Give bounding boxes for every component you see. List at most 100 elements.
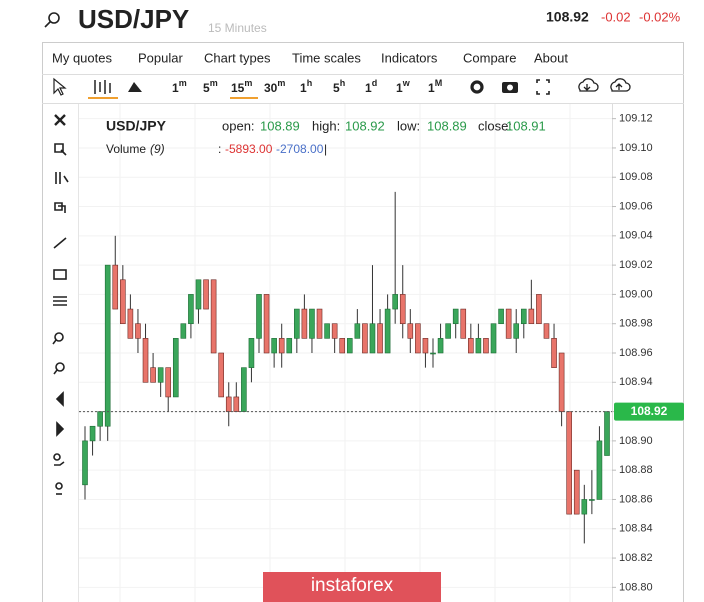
price-badge-label: 108.92	[631, 404, 668, 418]
candle-body	[505, 308, 512, 339]
period-num: 1	[365, 81, 372, 95]
candle-body	[445, 323, 451, 339]
candle-body	[528, 308, 535, 325]
menu-item[interactable]: Time scales	[292, 50, 361, 65]
candle-body	[82, 440, 88, 486]
y-tick-label: 109.12	[619, 113, 653, 125]
candle-body	[369, 323, 376, 354]
frame	[42, 42, 684, 602]
period-num: 1	[300, 81, 307, 95]
menu-item[interactable]: About	[534, 50, 568, 65]
period-num: 15	[231, 81, 245, 95]
candle-body	[377, 323, 383, 354]
candle-body	[218, 352, 224, 398]
legend-label: high:	[312, 118, 340, 133]
period[interactable]: 15m	[231, 78, 252, 95]
symbol: USD/JPY	[78, 4, 189, 34]
candle-body	[596, 440, 603, 500]
upload[interactable]	[610, 78, 631, 92]
menu-item[interactable]: Compare	[463, 50, 516, 65]
candle-body	[475, 338, 482, 354]
menu-item[interactable]: Indicators	[381, 50, 438, 65]
candle-body	[135, 323, 141, 339]
legend-value: 108.89	[427, 118, 467, 133]
download[interactable]	[578, 78, 599, 92]
period[interactable]: 1M	[428, 78, 442, 95]
period-num: 1	[428, 81, 435, 95]
candle-body	[195, 279, 202, 310]
candle-body	[316, 308, 323, 339]
candle-body	[339, 338, 346, 354]
left-tools[interactable]	[52, 114, 69, 495]
candle-body	[188, 294, 194, 325]
candle-body	[543, 323, 550, 339]
period-num: 5	[333, 81, 340, 95]
candle-body	[89, 425, 96, 442]
candle-body	[233, 396, 240, 412]
search-icon[interactable]	[48, 12, 60, 24]
period[interactable]: 1m	[172, 78, 187, 95]
candle-body	[430, 352, 436, 355]
menu-item[interactable]: Popular	[138, 50, 183, 65]
candle-body	[248, 338, 255, 368]
fullscreen[interactable]	[536, 79, 550, 95]
candle-body	[346, 338, 353, 354]
period[interactable]: 5h	[333, 78, 345, 95]
period-unit: w	[402, 78, 411, 88]
candle-body	[127, 308, 134, 339]
candle-body	[331, 323, 338, 339]
candle-body	[498, 308, 504, 325]
candle-type[interactable]	[94, 80, 111, 94]
price: 108.92	[546, 9, 589, 25]
period-unit: d	[372, 78, 378, 88]
interval: 15 Minutes	[208, 21, 267, 35]
area-type[interactable]	[128, 82, 142, 92]
candle-body	[566, 411, 572, 515]
menu-item[interactable]: My quotes	[52, 50, 112, 65]
legend-label: low:	[397, 118, 420, 133]
candle-body	[520, 308, 527, 325]
candle-body	[294, 308, 300, 339]
volume-period: (9)	[150, 142, 165, 156]
active-period-underline	[230, 97, 258, 99]
candle-body	[150, 367, 156, 383]
period-num: 1	[396, 81, 403, 95]
period[interactable]: 1d	[365, 78, 377, 95]
settings[interactable]	[470, 80, 484, 94]
period-unit: h	[340, 78, 346, 88]
y-tick-label: 109.08	[619, 171, 653, 183]
period-unit: m	[210, 78, 218, 88]
change-pct: -0.02%	[639, 9, 681, 24]
watermark: instaforex	[311, 575, 394, 596]
candle-body	[165, 367, 172, 398]
period[interactable]: 5m	[203, 78, 218, 95]
period[interactable]: 1h	[300, 78, 312, 95]
period-unit: m	[179, 78, 187, 88]
candle-body	[203, 279, 209, 310]
candle-body	[558, 352, 565, 412]
candle-body	[384, 308, 391, 354]
y-tick-label: 108.84	[619, 523, 653, 535]
y-tick-label: 109.06	[619, 200, 653, 212]
candle-body	[362, 323, 368, 354]
candle-body	[483, 338, 489, 354]
period[interactable]: 30m	[264, 78, 285, 95]
period-num: 5	[203, 81, 210, 95]
candle-body	[407, 323, 414, 339]
candle-body	[97, 411, 103, 427]
candle-body	[301, 308, 308, 339]
legend-value: 108.89	[260, 118, 300, 133]
legend-symbol: USD/JPY	[106, 118, 167, 134]
period-unit: h	[307, 78, 313, 88]
candle-body	[104, 264, 111, 427]
y-tick-label: 108.80	[619, 581, 653, 593]
candle-body	[210, 279, 217, 354]
pointer-tool[interactable]	[53, 77, 67, 96]
menu-item[interactable]: Chart types	[204, 50, 271, 65]
candle-body	[157, 367, 164, 383]
period[interactable]: 1w	[396, 78, 411, 95]
candle-body	[172, 338, 179, 398]
candle-body	[468, 338, 474, 354]
volume-sep: :	[218, 142, 221, 156]
candle-body	[589, 499, 595, 501]
